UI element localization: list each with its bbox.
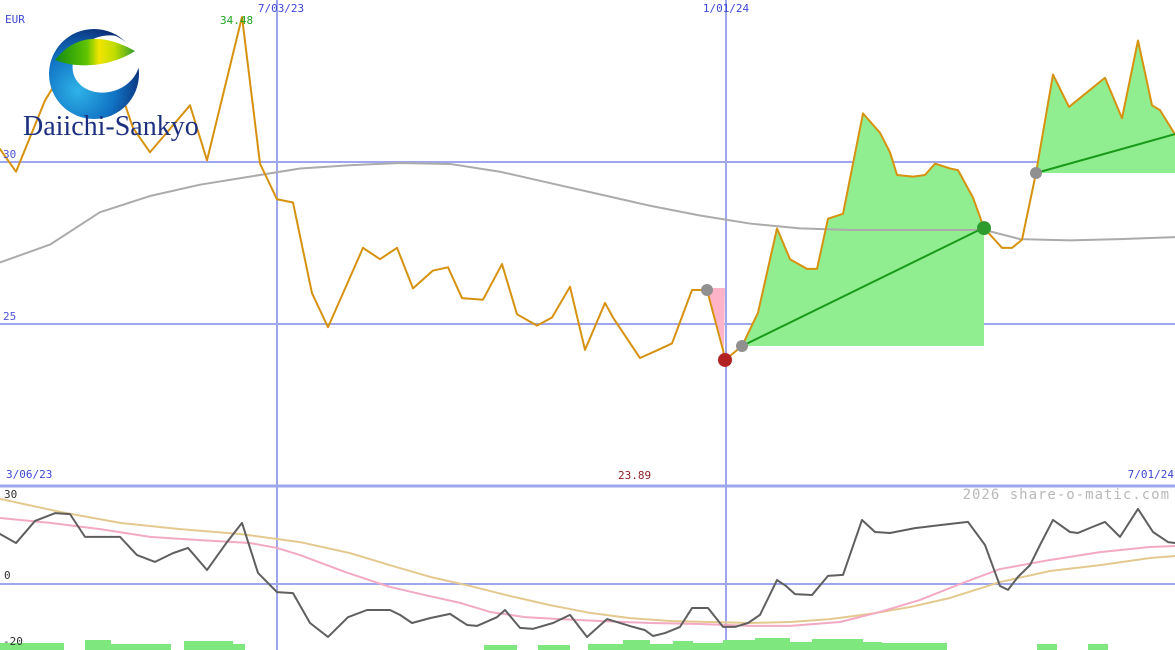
indicator-tick-30: 30 — [4, 488, 18, 501]
bottom-date-end: 7/01/24 — [1127, 468, 1174, 481]
daiichi-sankyo-logo-icon — [47, 27, 143, 124]
peak-price-label: 34.48 — [220, 14, 254, 27]
logo-wordmark: Daiichi-Sankyo — [23, 111, 199, 142]
price-tick-25: 25 — [3, 310, 17, 323]
top-date-jan24: 1/01/24 — [702, 2, 750, 15]
watermark: 2026 share-o-matic.com — [962, 487, 1170, 503]
currency-label: EUR — [5, 13, 25, 26]
top-date-jul23: 7/03/23 — [257, 2, 305, 15]
low-price-label: 23.89 — [618, 469, 652, 482]
indicator-tick-0: 0 — [4, 569, 11, 582]
indicator-tick-minus20: -20 — [3, 635, 23, 648]
price-tick-30: 30 — [3, 148, 17, 161]
bottom-date-start: 3/06/23 — [6, 468, 53, 481]
